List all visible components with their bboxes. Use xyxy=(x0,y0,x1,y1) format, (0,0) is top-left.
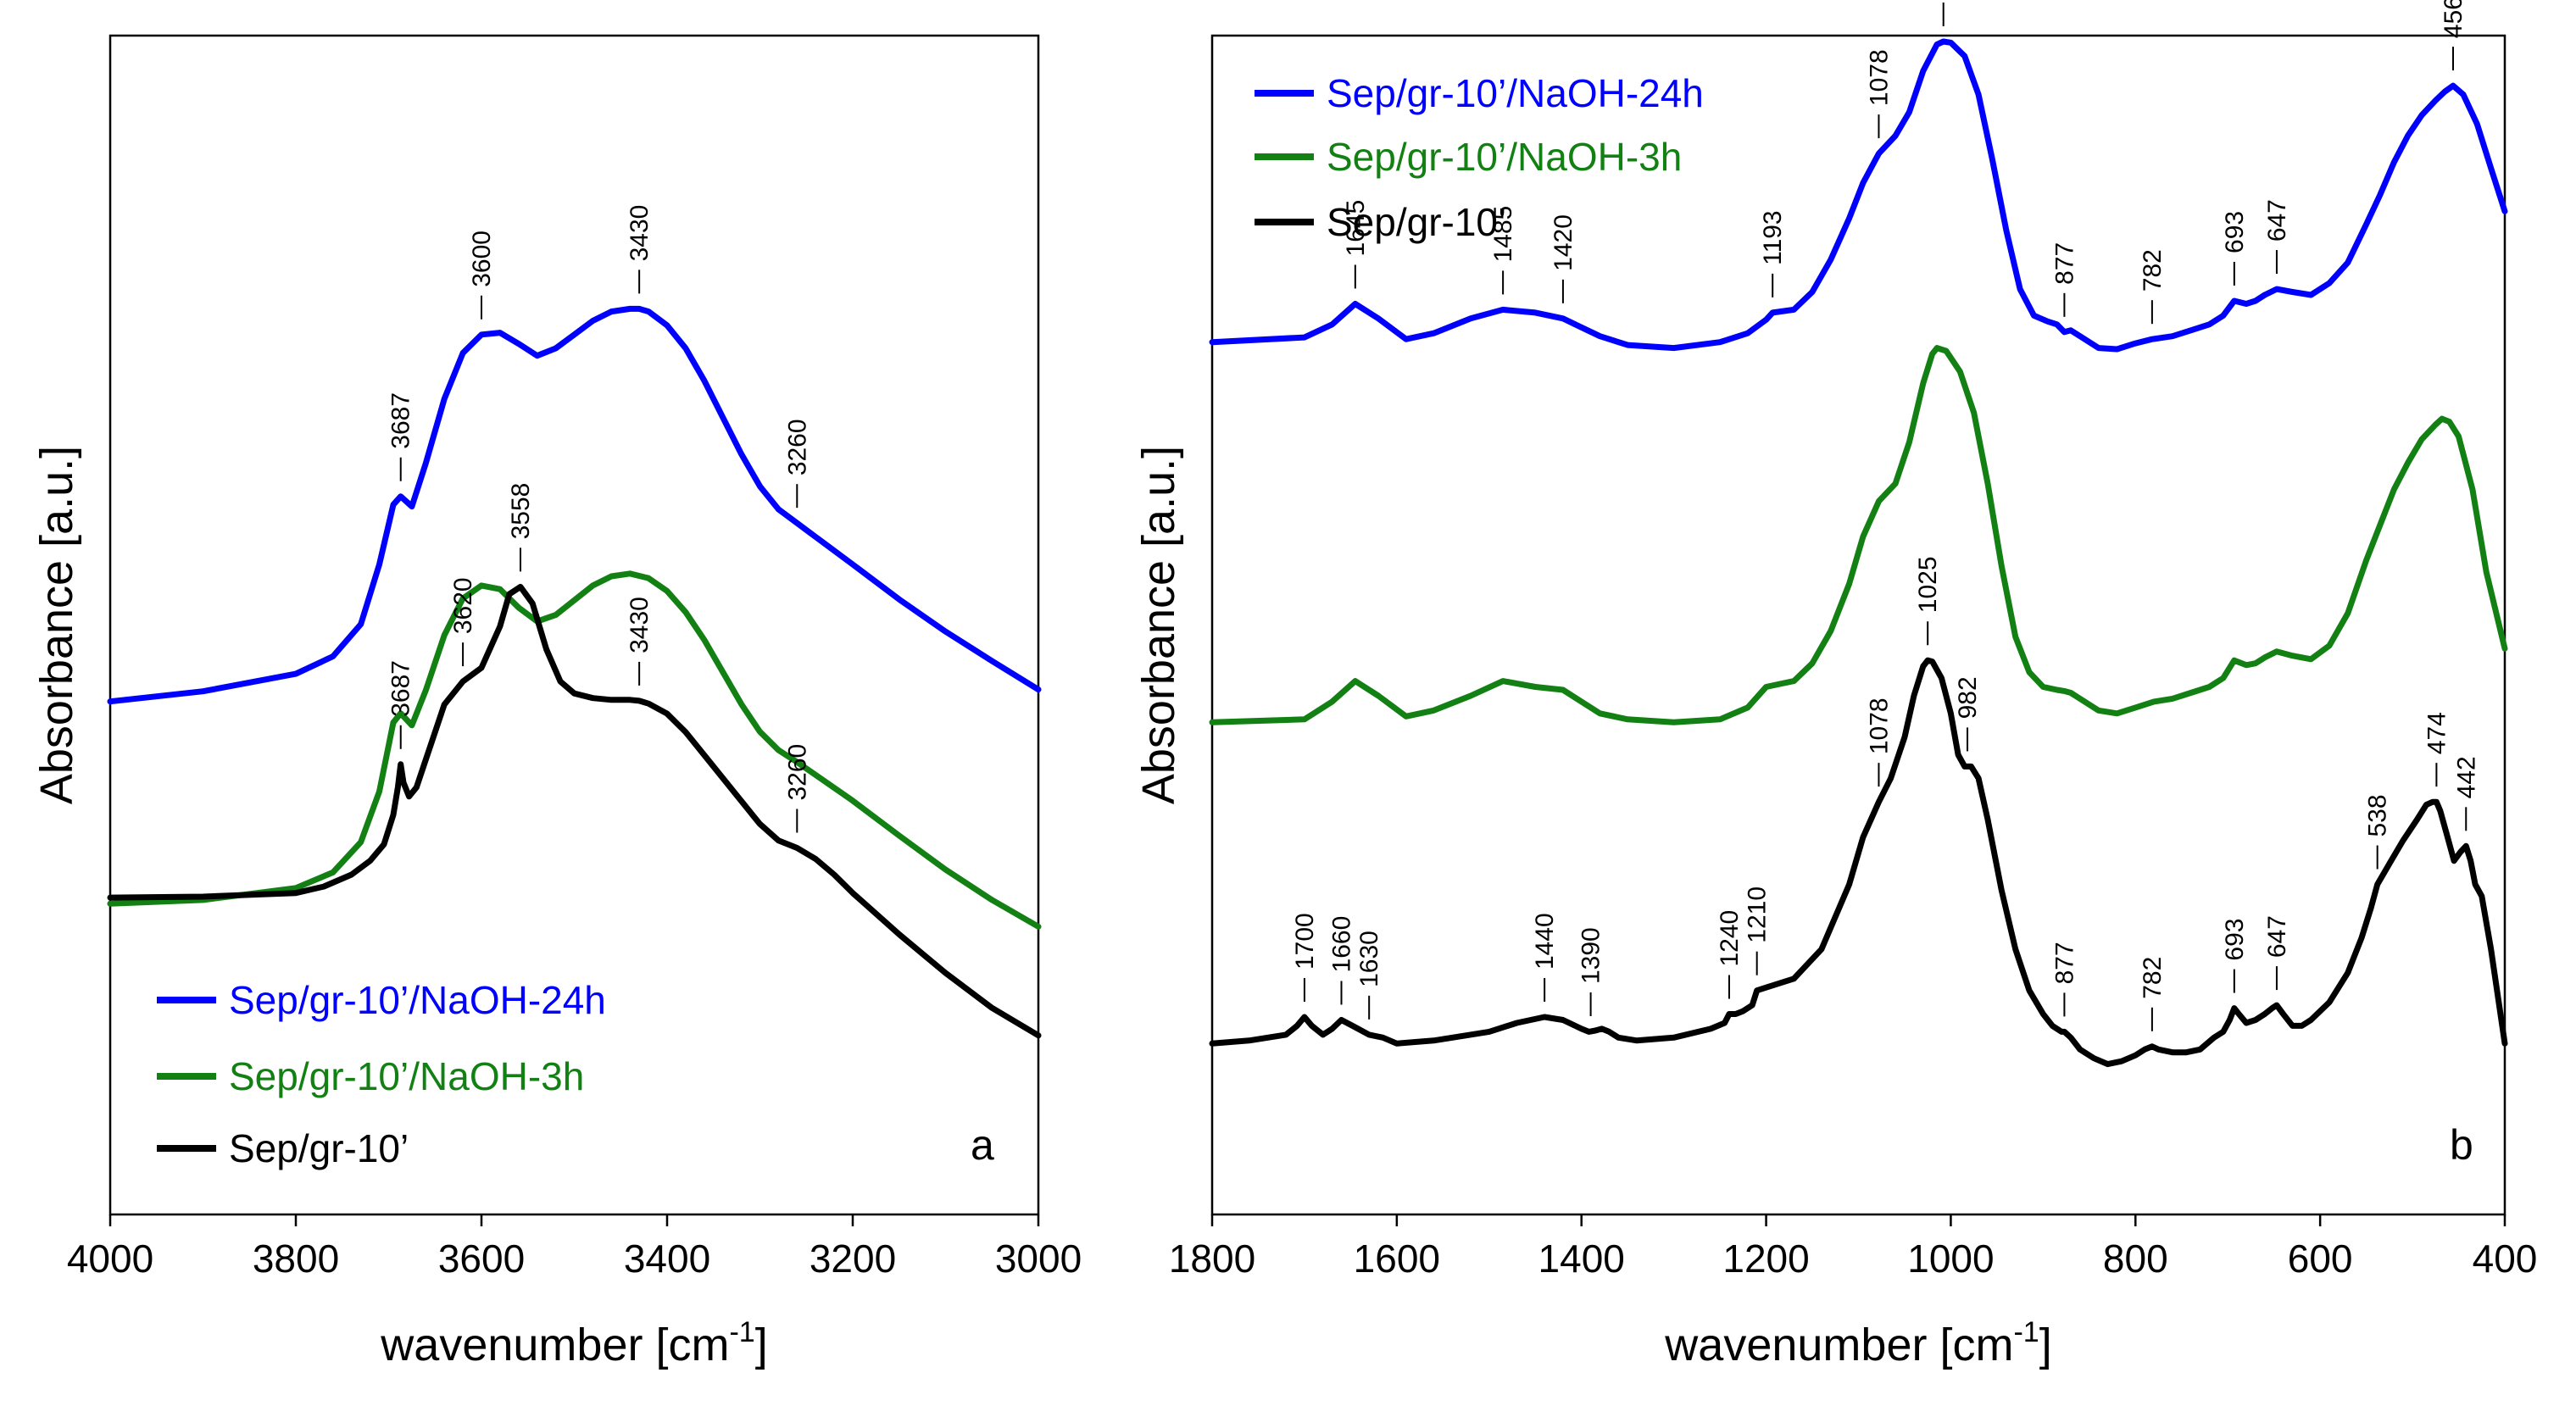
x-tick-label: 1800 xyxy=(1169,1237,1255,1281)
legend-label: Sep/gr-10’/NaOH-24h xyxy=(1327,71,1704,115)
legend-label: Sep/gr-10’ xyxy=(229,1126,409,1170)
panel-b: 1800 1600 1400 1200 1000 800 600 400 wavenumber … xyxy=(1133,0,2537,1370)
peak-label: 3260 xyxy=(783,419,811,475)
panel-a: 4000 3800 3600 3400 3200 3000 wavenumber [cm-1… xyxy=(31,34,1082,1370)
peak-label: 982 xyxy=(1954,676,1982,719)
peak-label: 1645 xyxy=(1342,200,1370,257)
x-tick-label: 1000 xyxy=(1907,1237,1994,1281)
x-tick-label: 800 xyxy=(2103,1237,2168,1281)
x-tick-label: 3800 xyxy=(253,1237,339,1281)
series-line xyxy=(107,583,1042,1039)
peak-label: 1440 xyxy=(1531,913,1559,970)
peak-label: 3260 xyxy=(783,744,811,801)
series-line xyxy=(107,570,1042,930)
peak-label: 1078 xyxy=(1865,697,1893,754)
peak-label: 693 xyxy=(2221,919,2249,961)
x-tick-label: 1400 xyxy=(1538,1237,1625,1281)
y-axis-title: Absorbance [a.u.] xyxy=(31,446,82,804)
peak-label: 474 xyxy=(2423,712,2451,754)
peak-label: 1390 xyxy=(1577,927,1605,984)
legend-label: Sep/gr-10’/NaOH-3h xyxy=(1327,135,1682,179)
peak-label: 877 xyxy=(2050,942,2078,984)
series-line xyxy=(1209,38,2508,353)
peak-label: 693 xyxy=(2221,211,2249,253)
panel-letter: a xyxy=(971,1121,994,1169)
plot-frame xyxy=(108,34,1040,1216)
peak-label: 877 xyxy=(2050,242,2078,285)
peak-label: 456 xyxy=(2440,0,2468,38)
peak-label: 3620 xyxy=(449,577,477,634)
peak-label: 647 xyxy=(2263,199,2291,242)
x-tick-label: 1200 xyxy=(1722,1237,1809,1281)
peak-label: 1700 xyxy=(1291,913,1319,970)
peak-label: 3430 xyxy=(626,205,654,262)
panel-letter: b xyxy=(2450,1121,2473,1169)
peak-label: 1420 xyxy=(1549,214,1577,271)
peak-label: 1240 xyxy=(1716,910,1744,967)
x-axis-title: wavenumber [cm-1] xyxy=(1664,1316,2051,1370)
legend-label: Sep/gr-10’ xyxy=(1327,200,1506,244)
peak-label: 3687 xyxy=(387,660,415,717)
peak-label: 3430 xyxy=(626,597,654,653)
peak-label: 1630 xyxy=(1355,931,1383,987)
peak-label: 442 xyxy=(2452,756,2480,798)
peak-label: 538 xyxy=(2364,794,2392,836)
peak-label: 647 xyxy=(2263,915,2291,958)
peak-label: 3687 xyxy=(387,392,415,449)
series-line xyxy=(107,305,1042,705)
x-tick-label: 1600 xyxy=(1354,1237,1440,1281)
legend-label: Sep/gr-10’/NaOH-3h xyxy=(229,1054,584,1098)
peak-label: 1210 xyxy=(1744,886,1772,943)
series-line xyxy=(1209,345,2508,725)
x-tick-label: 3200 xyxy=(810,1237,896,1281)
x-tick-label: 3600 xyxy=(438,1237,525,1281)
legend-label: Sep/gr-10’/NaOH-24h xyxy=(229,978,606,1022)
x-tick-label: 4000 xyxy=(67,1237,153,1281)
peak-label: 1485 xyxy=(1489,206,1517,263)
peak-label: 1193 xyxy=(1759,210,1787,265)
x-tick-label: 600 xyxy=(2288,1237,2353,1281)
plot-frame xyxy=(1210,34,2506,1216)
x-tick-label: 400 xyxy=(2473,1237,2538,1281)
peak-label: 3600 xyxy=(468,231,496,287)
peak-label: 1025 xyxy=(1914,556,1942,613)
x-axis-title: wavenumber [cm-1] xyxy=(380,1316,767,1370)
series-line xyxy=(1209,657,2508,1068)
x-tick-label: 3000 xyxy=(995,1237,1082,1281)
peak-label: 1078 xyxy=(1865,49,1893,106)
x-tick-label: 3400 xyxy=(624,1237,710,1281)
peak-label: 3558 xyxy=(507,483,535,540)
y-axis-title: Absorbance [a.u.] xyxy=(1133,446,1184,804)
peak-label: 782 xyxy=(2139,249,2167,292)
peak-label: 782 xyxy=(2139,957,2167,999)
peak-label: 1660 xyxy=(1328,916,1356,973)
